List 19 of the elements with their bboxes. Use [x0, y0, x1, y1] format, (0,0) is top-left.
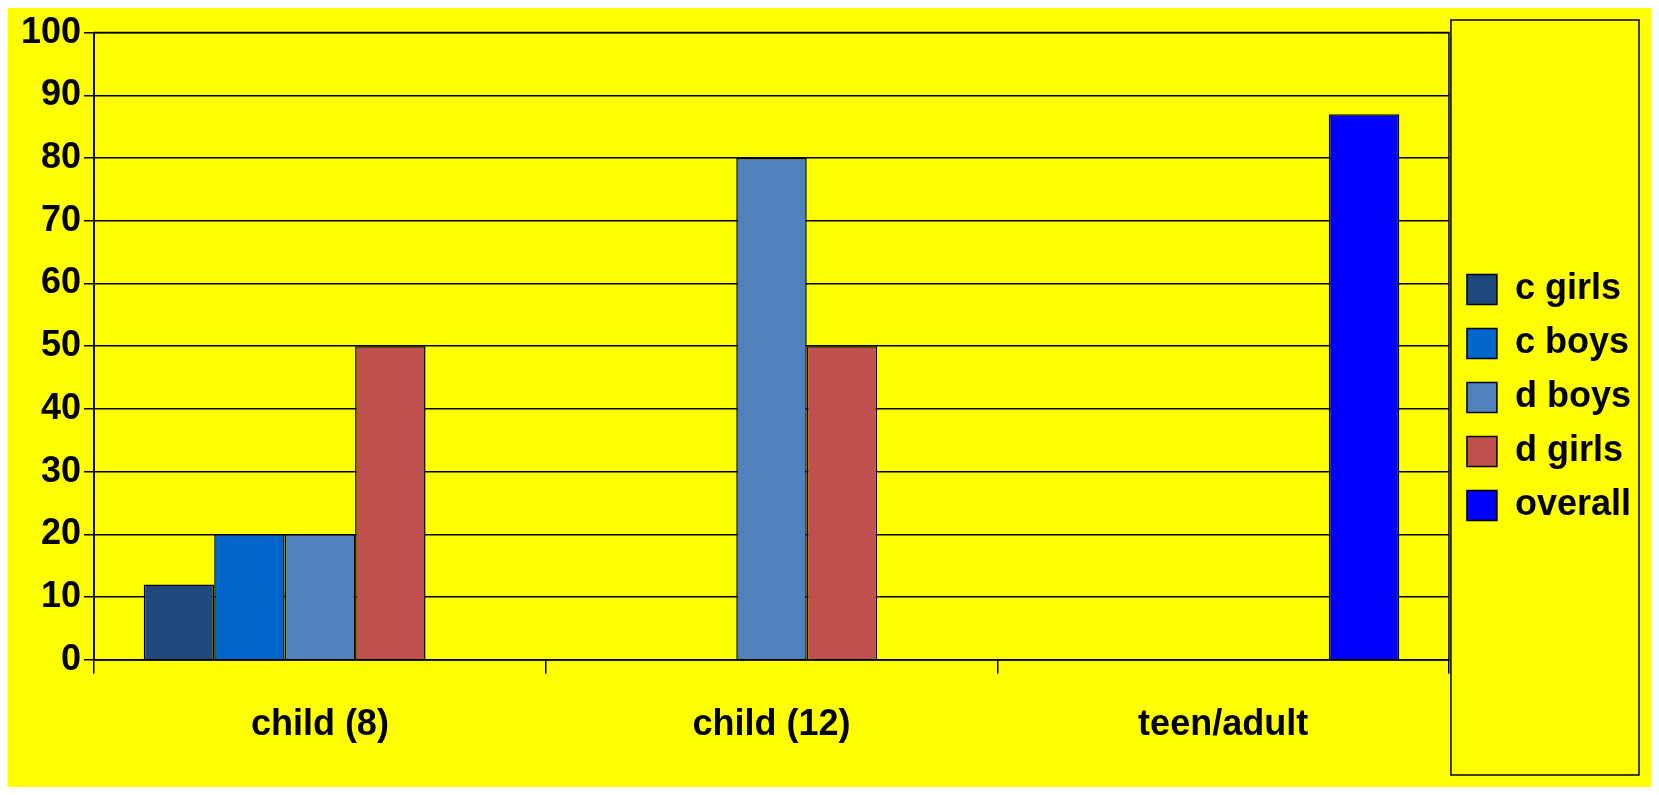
x-tick-label: child (8) — [250, 702, 389, 744]
y-tick-label: 90 — [41, 72, 82, 114]
y-tick-label: 10 — [41, 574, 82, 615]
y-tick-label: 20 — [41, 511, 82, 553]
y-tick-label: 0 — [61, 636, 82, 678]
legend-label: c boys — [1514, 320, 1629, 362]
legend-label: c girls — [1514, 266, 1621, 308]
y-tick-label: 70 — [41, 197, 82, 239]
y-tick-label: 100 — [20, 9, 82, 51]
x-tick-label: child (12) — [692, 702, 851, 744]
legend-label: overall — [1514, 482, 1632, 524]
y-tick-label: 30 — [41, 448, 82, 490]
y-tick-label: 80 — [41, 134, 82, 176]
y-tick-label: 40 — [41, 385, 82, 427]
x-tick-label: teen/adult — [1138, 702, 1309, 744]
y-tick-label: 50 — [41, 323, 82, 365]
y-tick-label: 60 — [41, 260, 82, 302]
legend-label: d boys — [1514, 374, 1631, 416]
legend-label: d girls — [1514, 428, 1623, 470]
